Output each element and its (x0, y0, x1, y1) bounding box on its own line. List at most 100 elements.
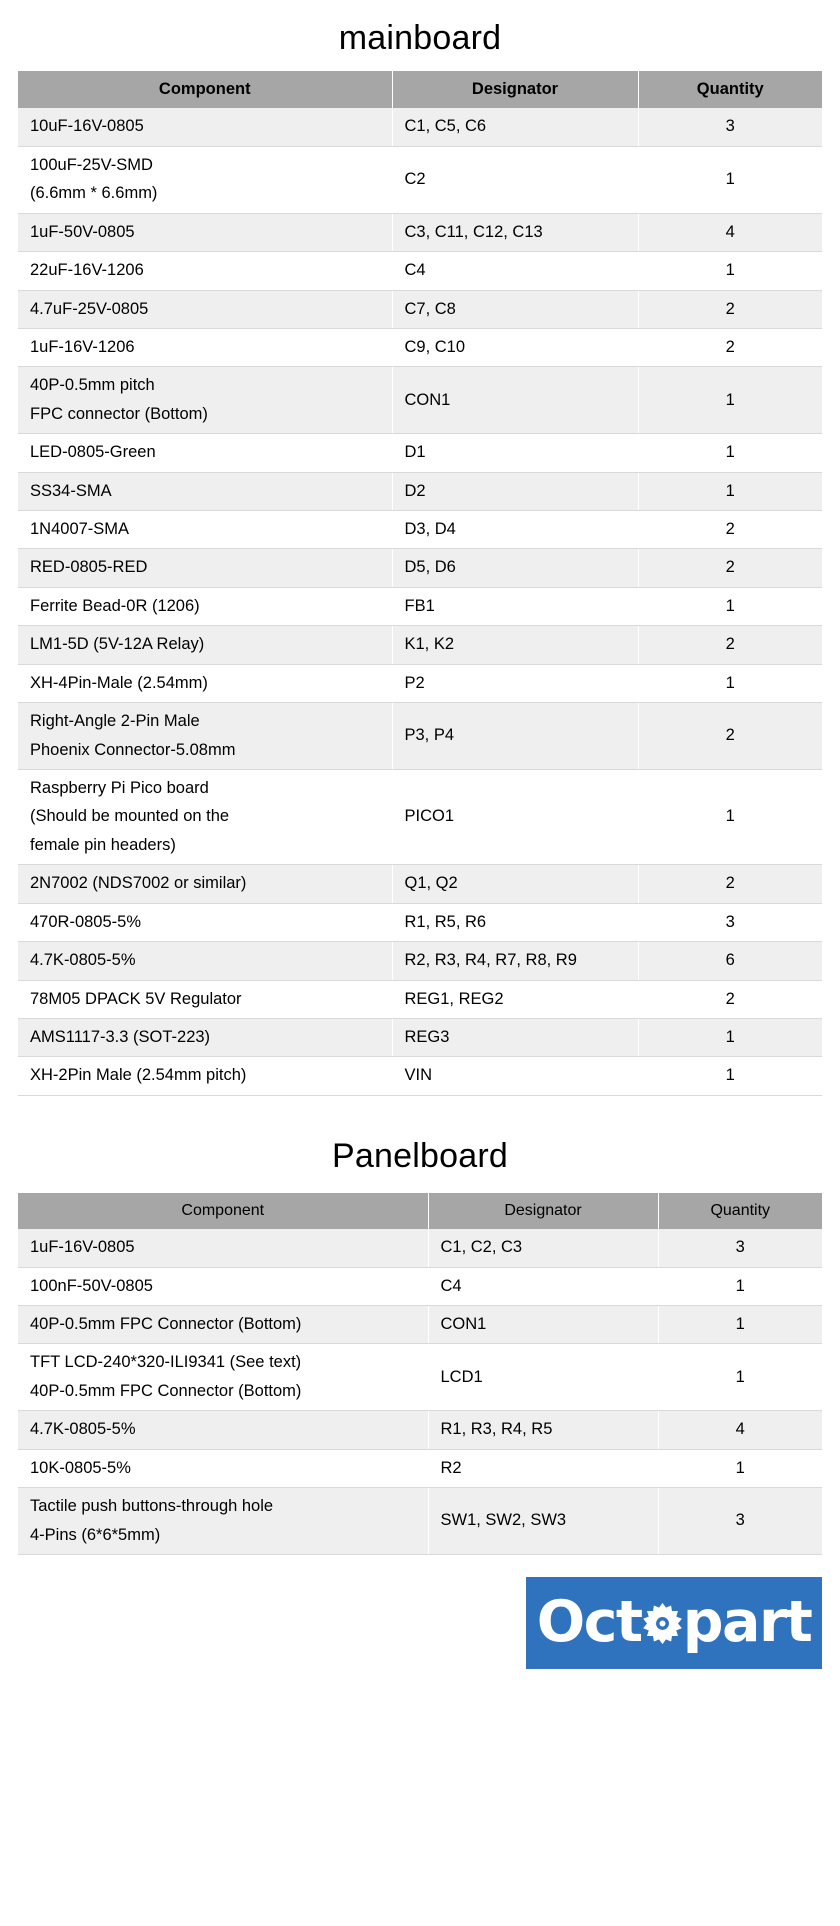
cell-quantity: 1 (638, 251, 822, 291)
octopart-logo: Oct part (526, 1576, 822, 1669)
octopart-wordmark: Oct part (536, 1589, 813, 1656)
cell-component: 78M05 DPACK 5V Regulator (18, 980, 393, 1019)
component-line: TFT LCD-240*320-ILI9341 (See text) (30, 1353, 302, 1372)
table-row: Ferrite Bead-0R (1206) FB1 1 (18, 587, 822, 627)
cell-designator: VIN (392, 1056, 639, 1096)
table-row: 4.7K-0805-5% R1, R3, R4, R5 4 (18, 1410, 822, 1450)
cell-component: 470R-0805-5% (18, 903, 393, 943)
cell-component: SS34-SMA (18, 472, 393, 512)
component-line: LED-0805-Green (30, 443, 156, 462)
component-line: AMS1117-3.3 (SOT-223) (30, 1027, 211, 1046)
cell-designator: R1, R3, R4, R5 (428, 1410, 659, 1450)
cell-component: 40P-0.5mm FPC Connector (Bottom) (18, 1305, 429, 1345)
column-header-designator: Designator (428, 1193, 659, 1230)
cell-quantity: 1 (638, 587, 822, 627)
component-line: 78M05 DPACK 5V Regulator (30, 989, 242, 1008)
cell-component: LM1-5D (5V-12A Relay) (18, 625, 393, 665)
cell-component: XH-4Pin-Male (2.54mm) (18, 664, 393, 704)
bom-document: mainboard Component Designator Quantity … (18, 19, 822, 1669)
cell-component: Raspberry Pi Pico board (Should be mount… (18, 769, 393, 866)
table-row: Tactile push buttons-through hole 4-Pins… (18, 1487, 822, 1555)
table-row: TFT LCD-240*320-ILI9341 (See text) 40P-0… (18, 1343, 822, 1412)
component-line: 1uF-16V-0805 (30, 1238, 135, 1257)
table-row: 470R-0805-5% R1, R5, R6 3 (18, 903, 822, 943)
component-line: Tactile push buttons-through hole (30, 1497, 274, 1516)
octopart-text-before: Oct (536, 1589, 644, 1656)
cell-designator: REG3 (392, 1018, 639, 1058)
component-line: 1uF-16V-1206 (30, 337, 135, 356)
component-line: XH-4Pin-Male (2.54mm) (30, 673, 208, 692)
cell-designator: C3, C11, C12, C13 (392, 213, 639, 253)
table-row: XH-4Pin-Male (2.54mm) P2 1 (18, 664, 822, 704)
cell-quantity: 1 (638, 366, 822, 435)
cell-quantity: 2 (638, 980, 822, 1019)
table-row: SS34-SMA D2 1 (18, 472, 822, 512)
gear-icon (641, 1602, 684, 1645)
panelboard-table: Component Designator Quantity 1uF-16V-08… (18, 1193, 822, 1555)
octopart-text-after: part (682, 1589, 813, 1656)
cell-component: 4.7K-0805-5% (18, 1410, 429, 1450)
table-row: 4.7K-0805-5% R2, R3, R4, R7, R8, R9 6 (18, 941, 822, 981)
table-row: 4.7uF-25V-0805 C7, C8 2 (18, 290, 822, 329)
cell-component: 100nF-50V-0805 (18, 1267, 429, 1307)
cell-quantity: 4 (638, 213, 822, 253)
column-header-component: Component (18, 1193, 429, 1230)
column-header-component: Component (18, 71, 393, 109)
column-header-quantity: Quantity (658, 1193, 822, 1230)
cell-designator: R2 (428, 1449, 659, 1489)
cell-component: 100uF-25V-SMD (6.6mm * 6.6mm) (18, 146, 393, 214)
cell-quantity: 2 (638, 290, 822, 329)
cell-component: LED-0805-Green (18, 433, 393, 473)
table-row: 1uF-16V-1206 C9, C10 2 (18, 328, 822, 368)
table-row: 1uF-16V-0805 C1, C2, C3 3 (18, 1229, 822, 1268)
cell-designator: R1, R5, R6 (392, 903, 639, 943)
cell-component: RED-0805-RED (18, 548, 393, 588)
cell-designator: C4 (392, 251, 639, 291)
table-row: 10uF-16V-0805 C1, C5, C6 3 (18, 108, 822, 147)
table-row: Raspberry Pi Pico board (Should be mount… (18, 769, 822, 866)
component-line: SS34-SMA (30, 481, 112, 500)
component-line: (Should be mounted on the (30, 807, 230, 826)
component-line: 4.7K-0805-5% (30, 951, 136, 970)
cell-component: TFT LCD-240*320-ILI9341 (See text) 40P-0… (18, 1343, 429, 1412)
mainboard-table-header: Component Designator Quantity (18, 71, 822, 109)
component-line: 4-Pins (6*6*5mm) (30, 1525, 161, 1544)
cell-designator: C4 (428, 1267, 659, 1307)
component-line: XH-2Pin Male (2.54mm pitch) (30, 1066, 247, 1085)
mainboard-section-title: mainboard (338, 19, 502, 57)
cell-designator: P2 (392, 664, 639, 704)
cell-component: XH-2Pin Male (2.54mm pitch) (18, 1056, 393, 1096)
cell-designator: C7, C8 (392, 290, 639, 329)
table-row: 1uF-50V-0805 C3, C11, C12, C13 4 (18, 213, 822, 253)
component-line: 2N7002 (NDS7002 or similar) (30, 874, 247, 893)
cell-designator: SW1, SW2, SW3 (428, 1487, 659, 1555)
component-line: FPC connector (Bottom) (30, 404, 208, 423)
cell-quantity: 6 (638, 941, 822, 981)
table-row: Right-Angle 2-Pin Male Phoenix Connector… (18, 702, 822, 770)
cell-quantity: 1 (638, 146, 822, 214)
cell-quantity: 1 (658, 1343, 822, 1412)
component-line: 100nF-50V-0805 (30, 1276, 153, 1295)
cell-quantity: 3 (638, 108, 822, 147)
table-row: 78M05 DPACK 5V Regulator REG1, REG2 2 (18, 980, 822, 1019)
component-line: 10uF-16V-0805 (30, 117, 144, 136)
table-row: RED-0805-RED D5, D6 2 (18, 548, 822, 588)
cell-quantity: 2 (638, 625, 822, 665)
cell-component: 2N7002 (NDS7002 or similar) (18, 864, 393, 904)
table-row: 2N7002 (NDS7002 or similar) Q1, Q2 2 (18, 864, 822, 904)
cell-designator: R2, R3, R4, R7, R8, R9 (392, 941, 639, 981)
table-header-row: Component Designator Quantity (18, 1193, 822, 1230)
table-row: LED-0805-Green D1 1 (18, 433, 822, 473)
table-row: 100uF-25V-SMD (6.6mm * 6.6mm) C2 1 (18, 146, 822, 214)
cell-component: 1N4007-SMA (18, 510, 393, 550)
cell-component: Right-Angle 2-Pin Male Phoenix Connector… (18, 702, 393, 770)
cell-designator: C9, C10 (392, 328, 639, 368)
table-row: 100nF-50V-0805 C4 1 (18, 1267, 822, 1307)
table-row: 1N4007-SMA D3, D4 2 (18, 510, 822, 550)
cell-designator: CON1 (428, 1305, 659, 1345)
cell-component: 10K-0805-5% (18, 1449, 429, 1489)
cell-designator: C1, C2, C3 (428, 1229, 659, 1268)
cell-quantity: 3 (658, 1487, 822, 1555)
cell-component: 4.7K-0805-5% (18, 941, 393, 981)
cell-designator: REG1, REG2 (392, 980, 639, 1019)
